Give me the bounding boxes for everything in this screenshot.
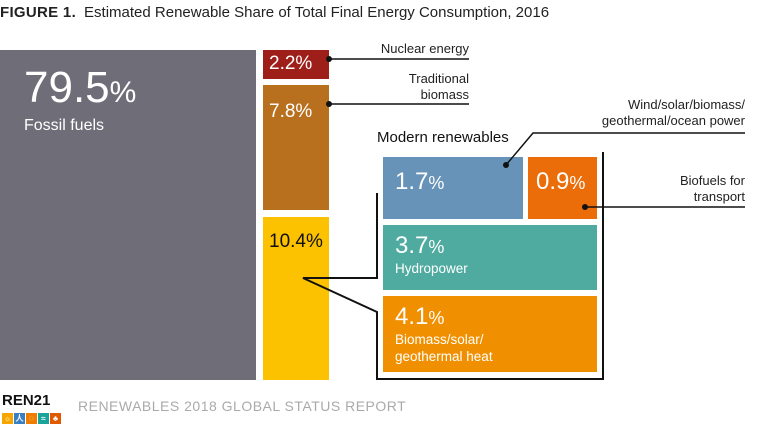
power-unit: % [428,173,445,193]
figure-number: FIGURE 1. [0,4,77,21]
heat-unit: % [428,308,445,328]
figure-title-text: Estimated Renewable Share of Total Final… [84,4,550,21]
power-leader [505,132,745,166]
nuclear-block: 2.2% [263,50,329,79]
modern-value: 10.4% [269,231,323,252]
hydro-label: Hydropower [395,261,468,276]
logo-text: REN21 [2,392,51,409]
ren21-logo: REN21 ☼ 人 ◌ ≈ ♣ [2,392,62,425]
power-value: 1.7 [395,168,429,195]
nuclear-dot [326,56,332,62]
biofuels-label: Biofuels for transport [679,173,745,204]
fossil-label: Fossil fuels [24,117,105,134]
modern-label: Modern renewables [377,129,509,146]
report-name: RENEWABLES 2018 GLOBAL STATUS REPORT [78,398,407,414]
biofuels-block: 0.9% [528,157,597,219]
power-block: 1.7% [383,157,523,219]
heat-block: 4.1% Biomass/solar/ geothermal heat [383,296,597,372]
hydro-value: 3.7 [395,232,429,259]
traditional-dot [326,101,332,107]
traditional-label: Traditional biomass [408,71,469,102]
hydropower-block: 3.7% Hydropower [383,225,597,290]
power-label: Wind/solar/biomass/ geothermal/ocean pow… [601,97,745,128]
traditional-biomass-block: 7.8% [263,85,329,210]
biofuels-unit: % [569,173,586,193]
biofuels-value: 0.9 [536,168,570,195]
figure-title: FIGURE 1. Estimated Renewable Share of To… [0,4,549,21]
heat-value: 4.1 [395,303,429,330]
fossil-unit: % [109,76,137,109]
heat-label: Biomass/solar/ geothermal heat [395,332,493,364]
fossil-value: 79.5 [24,63,110,112]
hydro-unit: % [428,237,445,257]
fossil-fuels-block: 79.5% Fossil fuels [0,50,256,380]
modern-renewables-block: 10.4% [263,217,329,380]
traditional-value: 7.8% [269,101,313,122]
modern-bracket [302,152,604,380]
biofuels-dot [582,204,588,210]
nuclear-value: 2.2% [269,53,313,74]
nuclear-label: Nuclear energy [380,41,469,56]
power-dot [503,162,509,168]
